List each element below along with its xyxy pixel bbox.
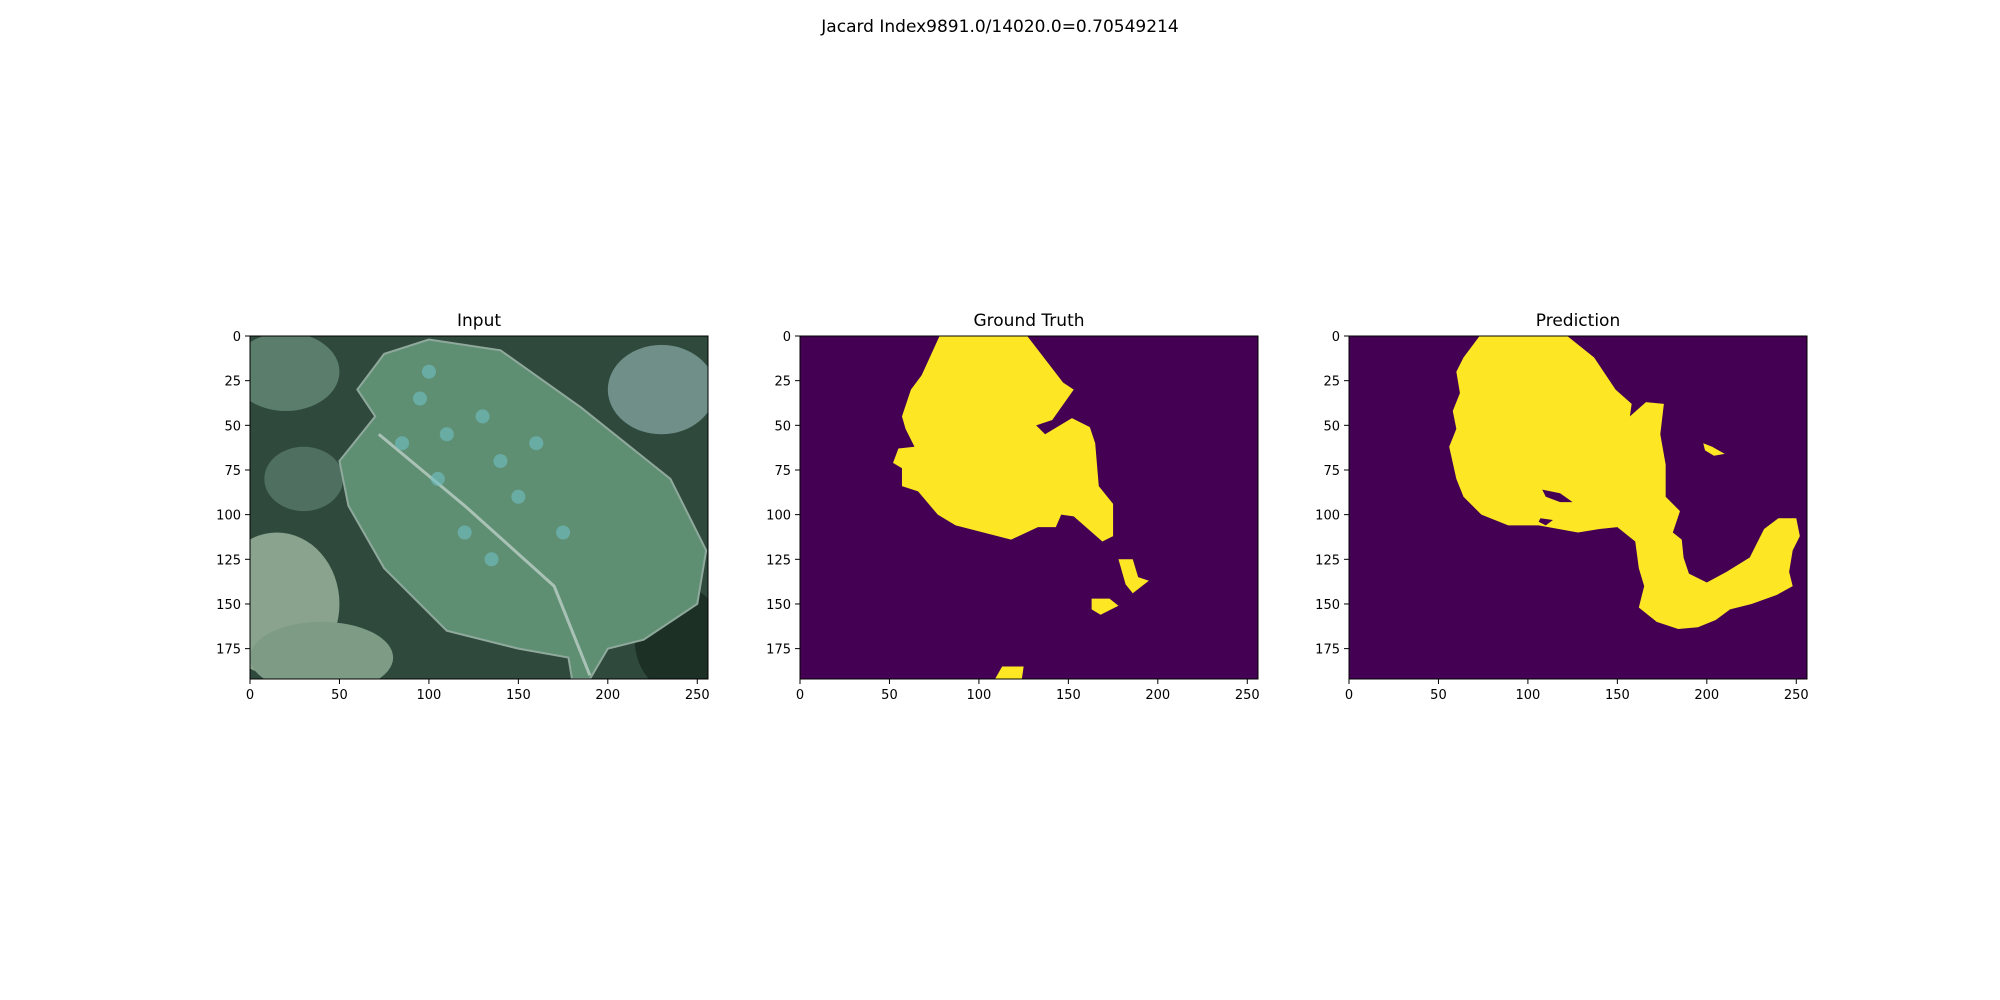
disease-spot — [493, 454, 508, 469]
x-tick-label: 250 — [1784, 688, 1809, 703]
x-tick-label: 100 — [416, 688, 441, 703]
background-foliage — [250, 336, 340, 412]
y-tick-label: 25 — [224, 375, 241, 390]
subplot-1: Input 0 50 100 150 200 250 0 25 50 75 100 125 150 175 — [216, 311, 710, 703]
disease-spot — [430, 471, 445, 486]
input-photo — [250, 336, 708, 679]
disease-spot — [457, 525, 472, 540]
x-tick-label: 200 — [1145, 688, 1170, 703]
y-tick-label: 50 — [224, 419, 241, 434]
subplot-2: Ground Truth 0 50 100 150 200 250 0 25 50 75 100 125… — [766, 311, 1260, 703]
figure-title: Jacard Index9891.0/14020.0=0.70549214 — [820, 17, 1178, 37]
disease-spot — [421, 364, 436, 379]
mask-hole — [1538, 518, 1553, 526]
axes-frame — [249, 335, 709, 680]
disease-spot — [556, 525, 571, 540]
disease-spot — [439, 427, 454, 442]
x-tick-label: 150 — [1056, 688, 1081, 703]
subplot-title: Input — [457, 311, 501, 331]
y-tick-label: 0 — [783, 330, 791, 345]
y-tick-label: 175 — [1315, 643, 1340, 658]
y-tick-label: 175 — [216, 643, 241, 658]
y-tick-label: 25 — [774, 375, 791, 390]
disease-spot — [395, 436, 410, 451]
y-tick-label: 75 — [224, 464, 241, 479]
y-tick-label: 150 — [216, 598, 241, 613]
mask-region — [1118, 559, 1149, 594]
x-tick-label: 0 — [246, 688, 254, 703]
y-tick-label: 50 — [774, 419, 791, 434]
disease-spot — [529, 436, 544, 451]
y-tick-label: 50 — [1323, 419, 1340, 434]
x-tick-label: 50 — [1430, 688, 1447, 703]
subplot-title: Prediction — [1536, 311, 1620, 331]
background-foliage — [607, 344, 708, 435]
x-tick-label: 50 — [331, 688, 348, 703]
x-tick-label: 100 — [1515, 688, 1540, 703]
leaf-midrib — [377, 433, 592, 676]
mask-region — [1091, 598, 1119, 615]
y-tick-label: 0 — [233, 330, 241, 345]
y-tick-label: 0 — [1332, 330, 1340, 345]
disease-spot — [484, 552, 499, 567]
subplot-3: Prediction 0 50 100 150 200 250 0 25 50 75 100 125 15… — [1315, 311, 1809, 703]
axes-frame — [1348, 335, 1808, 680]
y-tick-label: 25 — [1323, 375, 1340, 390]
x-tick-label: 0 — [796, 688, 804, 703]
mask-region — [1703, 443, 1725, 456]
disease-spot — [511, 489, 526, 504]
y-tick-label: 125 — [766, 553, 791, 568]
subplot-title: Ground Truth — [973, 311, 1084, 331]
axes-frame — [799, 335, 1259, 680]
background-foliage — [250, 621, 394, 679]
x-tick-label: 50 — [881, 688, 898, 703]
y-tick-label: 150 — [766, 598, 791, 613]
disease-spot — [475, 409, 490, 424]
y-tick-label: 100 — [1315, 509, 1340, 524]
mask-hole — [1542, 489, 1573, 503]
y-tick-label: 100 — [766, 509, 791, 524]
mask-region — [1449, 336, 1800, 629]
y-tick-label: 100 — [216, 509, 241, 524]
mask-region — [995, 666, 1024, 679]
y-tick-label: 150 — [1315, 598, 1340, 613]
y-tick-label: 75 — [774, 464, 791, 479]
background-foliage — [264, 446, 344, 512]
leaf — [338, 338, 708, 679]
x-tick-label: 100 — [966, 688, 991, 703]
x-tick-label: 200 — [595, 688, 620, 703]
disease-spot — [412, 391, 427, 406]
x-tick-label: 200 — [1694, 688, 1719, 703]
x-tick-label: 150 — [1605, 688, 1630, 703]
mask-region — [893, 336, 1114, 542]
y-tick-label: 125 — [216, 553, 241, 568]
x-tick-label: 0 — [1345, 688, 1353, 703]
y-tick-label: 175 — [766, 643, 791, 658]
x-tick-label: 150 — [506, 688, 531, 703]
x-tick-label: 250 — [1235, 688, 1260, 703]
y-tick-label: 75 — [1323, 464, 1340, 479]
y-tick-label: 125 — [1315, 553, 1340, 568]
x-tick-label: 250 — [685, 688, 710, 703]
